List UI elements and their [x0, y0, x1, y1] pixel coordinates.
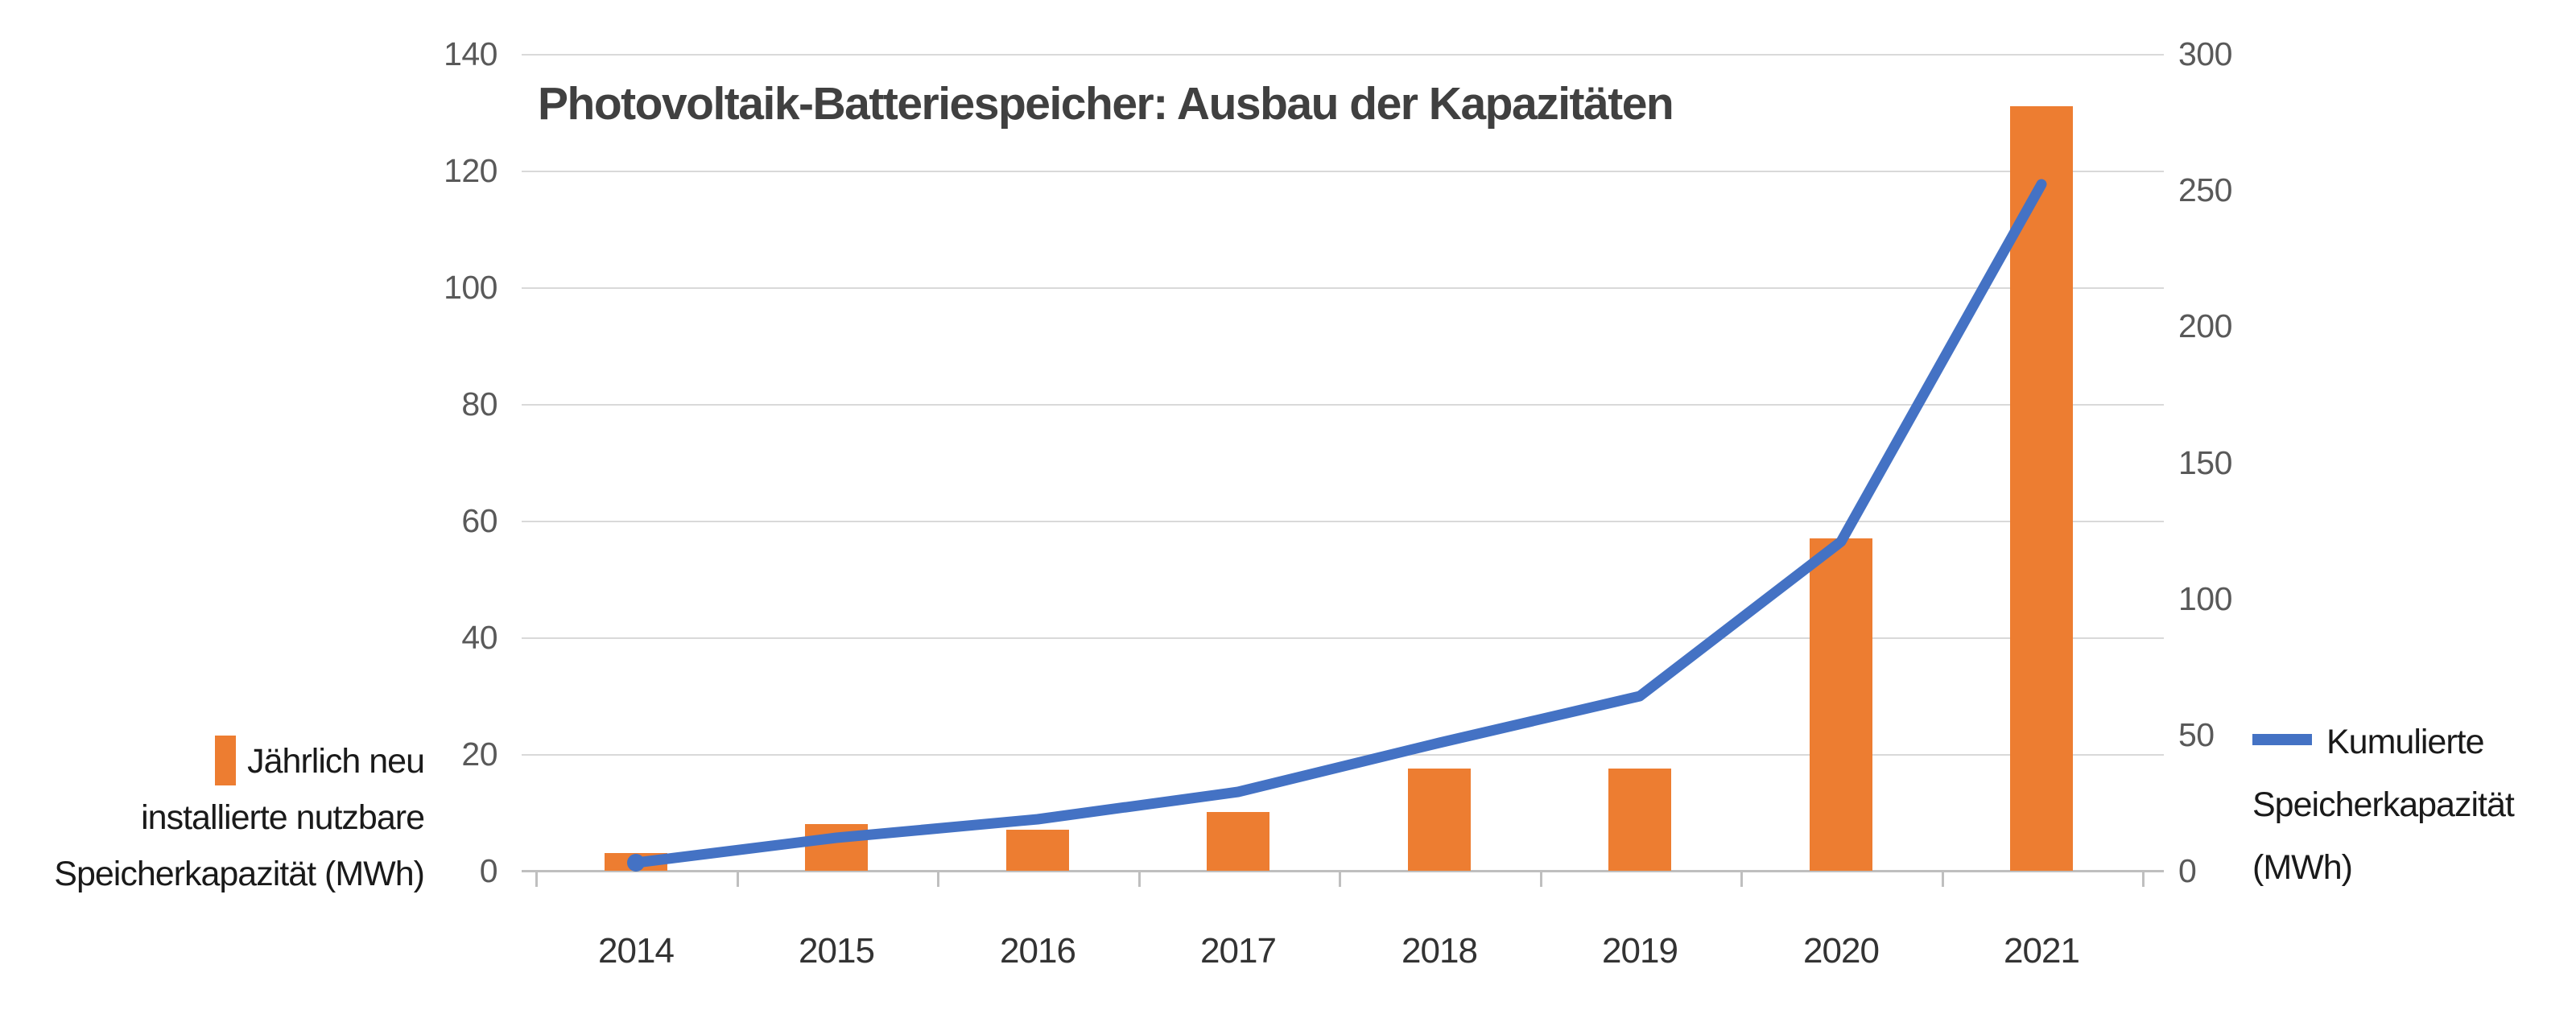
- right-axis-label-100: 100: [2178, 580, 2232, 617]
- x-axis-tick: [1339, 872, 1341, 887]
- x-axis-label-2015: 2015: [799, 931, 875, 971]
- x-axis-label-2018: 2018: [1402, 931, 1478, 971]
- gridline-140: [522, 54, 2164, 56]
- bar-2016: [1006, 830, 1069, 871]
- left-axis-label-80: 80: [461, 385, 497, 422]
- gridline-80: [522, 404, 2164, 406]
- gridline-40: [522, 637, 2164, 639]
- bar-2018: [1408, 769, 1471, 871]
- x-axis-tick: [2142, 872, 2145, 887]
- legend-bars-text-3: Speicherkapazität (MWh): [54, 855, 425, 893]
- legend-line-text-1: Kumulierte: [2326, 723, 2485, 761]
- x-axis-label-2017: 2017: [1200, 931, 1277, 971]
- gridline-20: [522, 754, 2164, 756]
- x-axis-tick: [737, 872, 739, 887]
- bar-2014: [605, 853, 667, 871]
- left-axis-label-0: 0: [479, 852, 498, 889]
- x-axis-tick: [1138, 872, 1141, 887]
- gridline-100: [522, 287, 2164, 289]
- right-axis-label-200: 200: [2178, 307, 2232, 344]
- x-axis-tick: [937, 872, 939, 887]
- line-series-swatch: [2252, 734, 2312, 745]
- x-axis-label-2014: 2014: [598, 931, 675, 971]
- bar-2017: [1207, 812, 1269, 871]
- x-axis-tick: [1740, 872, 1743, 887]
- legend-bars-text-1: Jährlich neu: [247, 742, 425, 781]
- legend-line-line-1: Kumulierte: [2252, 711, 2576, 773]
- left-axis-label-60: 60: [461, 502, 497, 539]
- x-axis-label-2019: 2019: [1602, 931, 1678, 971]
- legend-bars: Jährlich neu installierte nutzbare Speic…: [30, 733, 425, 902]
- x-axis-tick: [1540, 872, 1542, 887]
- legend-line-text-2: Speicherkapazität: [2252, 785, 2515, 824]
- legend-line: Kumulierte Speicherkapazität (MWh): [2252, 711, 2576, 899]
- left-axis-label-40: 40: [461, 619, 497, 656]
- bar-2015: [805, 824, 868, 871]
- bar-2020: [1810, 538, 1872, 871]
- bar-2021: [2010, 106, 2073, 871]
- left-axis-label-140: 140: [444, 35, 497, 72]
- legend-bars-text-2: installierte nutzbare: [141, 798, 425, 837]
- left-axis-label-120: 120: [444, 152, 497, 189]
- x-axis-label-2021: 2021: [2004, 931, 2080, 971]
- right-axis-label-0: 0: [2178, 852, 2197, 889]
- bar-2019: [1608, 769, 1671, 871]
- right-axis-label-300: 300: [2178, 35, 2232, 72]
- gridline-60: [522, 521, 2164, 522]
- x-axis-label-2016: 2016: [1000, 931, 1076, 971]
- chart-title: Photovoltaik-Batteriespeicher: Ausbau de…: [538, 78, 1674, 130]
- x-axis-line: [522, 870, 2164, 872]
- x-axis-label-2020: 2020: [1803, 931, 1880, 971]
- gridline-120: [522, 171, 2164, 172]
- bar-series-swatch: [215, 736, 237, 785]
- right-axis-label-150: 150: [2178, 444, 2232, 481]
- legend-line-text-3: (MWh): [2252, 848, 2353, 887]
- left-axis-label-100: 100: [444, 269, 497, 306]
- x-axis-tick: [535, 872, 538, 887]
- right-axis-label-50: 50: [2178, 716, 2215, 753]
- legend-bars-line-1: Jährlich neu: [30, 733, 425, 789]
- left-axis-label-20: 20: [461, 736, 497, 773]
- x-axis-tick: [1942, 872, 1944, 887]
- right-axis-label-250: 250: [2178, 171, 2232, 208]
